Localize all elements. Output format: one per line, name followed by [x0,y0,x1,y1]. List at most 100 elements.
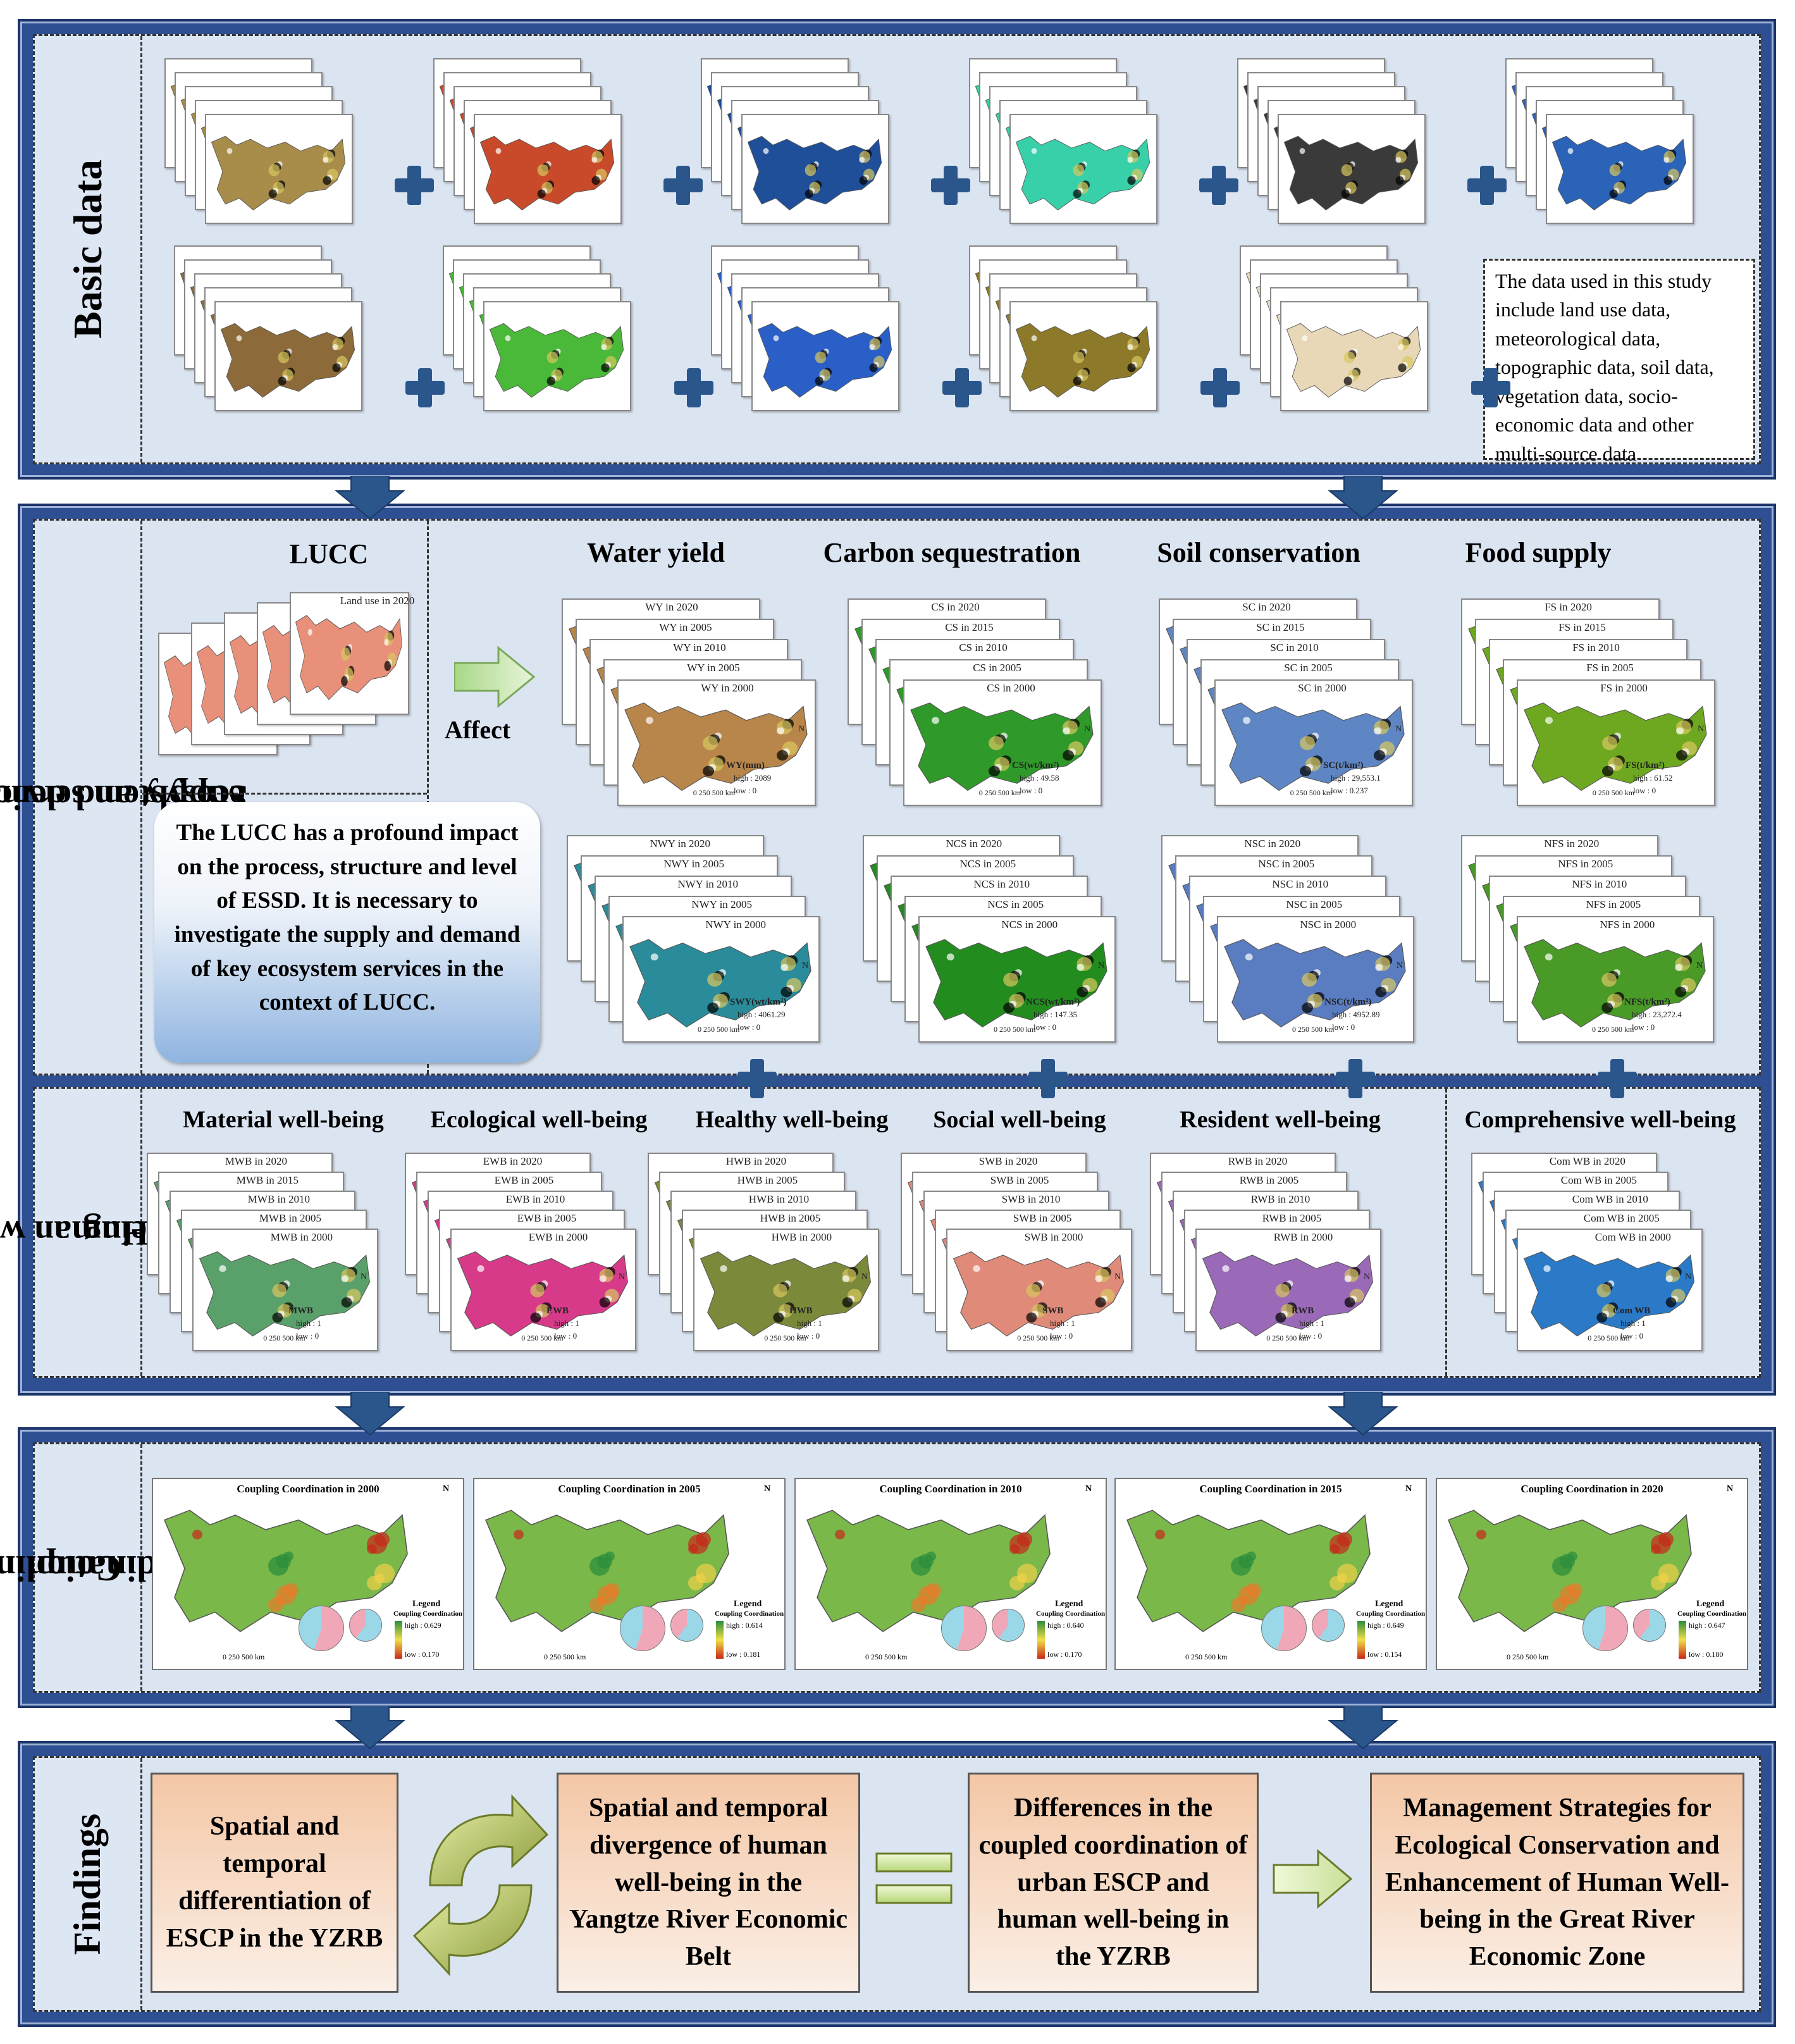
demand-1-map-label: NWY in 2010 [677,878,739,890]
demand-4-legend-title: NFS(t/km²) [1624,997,1670,1007]
supply-2-map-label: CS in 2010 [959,641,1008,653]
wellbeing-1-north-arrow-icon: N [361,1272,367,1282]
supply-1-map-label: WY in 2005 [659,621,712,633]
wellbeing-label: Human well-being [0,1089,166,1376]
affect-arrow [454,645,536,709]
pie-chart-icon [299,1606,344,1651]
wellbeing-1-map-label: MWB in 2015 [236,1174,299,1186]
wellbeing-5-scale-bar: 0 250 500 km [1266,1334,1309,1342]
wellbeing-header-2: Ecological well-being [430,1106,648,1133]
findings-label: Findings [35,1758,142,2010]
wellbeing-4-map-label: SWB in 2005 [990,1174,1049,1186]
wellbeing-2-map-label: EWB in 2020 [483,1155,543,1167]
coupling-scale-bar: 0 250 500 km [1507,1652,1549,1661]
affect-label: Affect [444,715,511,744]
wellbeing-2-legend-low: low : 0 [554,1331,577,1341]
plus-icon [392,163,436,207]
demand-3-map-label: NSC in 2005 [1258,858,1315,870]
service-header-4: Food supply [1465,537,1612,568]
wellbeing-4-scale-bar: 0 250 500 km [1017,1334,1059,1342]
wellbeing-6-map-label: Com WB in 2005 [1560,1174,1637,1186]
wellbeing-6-map-label: Com WB in 2000 [1595,1231,1671,1243]
coupling-legend-low: low : 0.181 [726,1650,761,1659]
right-arrow-icon [1273,1849,1353,1909]
wellbeing-4-legend-low: low : 0 [1050,1331,1073,1341]
supply-1-legend-high: high : 2089 [734,773,772,783]
supply-3-map-card: SC in 2000 SC(t/km²) high : 29,553.1 low : … [1214,679,1413,806]
demand-1-legend-high: high : 4061.29 [737,1010,786,1019]
demand-2-legend-high: high : 147.35 [1033,1010,1077,1019]
coupling-legend-ramp [1037,1621,1045,1659]
coupling-scale-bar: 0 250 500 km [223,1652,265,1661]
wellbeing-3-map-label: HWB in 2000 [771,1231,832,1243]
coupling-label: Couplingcoordination [0,1444,226,1691]
demand-3-legend-high: high : 4952.89 [1332,1010,1380,1019]
coupling-legend-high: high : 0.649 [1367,1621,1404,1630]
wellbeing-6-scale-bar: 0 250 500 km [1588,1334,1630,1342]
demand-1-legend-title: SWY(wt/km²) [730,997,787,1007]
service-header-2: Carbon sequestration [823,537,1081,568]
down-arrow-icon-2 [1328,476,1398,520]
plus-icon [403,366,447,410]
wellbeing-6-north-arrow-icon: N [1685,1272,1692,1282]
wellbeing-4-map-shape [953,1251,1124,1337]
basic-row2-1-map-shape [220,323,355,398]
wellbeing-3-legend-low: low : 0 [797,1331,820,1341]
north-arrow-icon: N [1727,1484,1734,1494]
supply-3-scale-bar: 0 250 500 km [1290,788,1333,797]
demand-2-map-shape [925,939,1107,1028]
basic-row2-5-map-card [1280,301,1428,411]
wellbeing-6-map-label: Com WB in 2020 [1549,1155,1625,1167]
wellbeing-2-north-arrow-icon: N [619,1272,626,1282]
wellbeing-4-legend-high: high : 1 [1050,1318,1075,1328]
demand-1-map-label: NWY in 2005 [691,898,753,910]
coupling-legend-title: Legend [1375,1599,1403,1609]
supply-3-map-label: SC in 2000 [1298,682,1347,694]
demand-3-map-label: NSC in 2005 [1286,898,1343,910]
coupling-legend-high: high : 0.614 [726,1621,763,1630]
wellbeing-3-legend-title: HWB [789,1306,813,1316]
supply-3-north-arrow-icon: N [1395,724,1402,734]
coupling-legend-title: Legend [1696,1599,1725,1609]
finding-wellbeing-divergence: Spatial and temporal divergence of human… [557,1773,860,1993]
wellbeing-header-4: Social well-being [933,1106,1106,1133]
wellbeing-3-scale-bar: 0 250 500 km [764,1334,806,1342]
coupling-scale-bar: 0 250 500 km [865,1652,908,1661]
coupling-map-title: Coupling Coordination in 2005 [558,1483,701,1495]
demand-4-north-arrow-icon: N [1696,960,1703,970]
wellbeing-5-legend-title: RWB [1292,1306,1314,1316]
demand-2-map-card: NCS in 2000 NCS(wt/km²) high : 147.35 low :… [918,916,1116,1043]
coupling-scale-bar: 0 250 500 km [544,1652,586,1661]
supply-2-map-label: CS in 2020 [931,601,980,613]
coupling-map-shape [484,1509,729,1632]
pie-chart-icon [1633,1609,1666,1642]
cycle-arrows-icon [412,1794,549,1976]
basic-row1-4-map-card [1009,114,1157,224]
coupling-legend-title: Legend [412,1599,441,1609]
demand-3-map-card: NSC in 2000 NSC(t/km²) high : 4952.89 low :… [1217,916,1414,1043]
wellbeing-2-legend-high: high : 1 [554,1318,579,1328]
basic-row1-6-map-shape [1551,135,1687,211]
supply-4-legend-title: FS(t/km²) [1625,760,1665,771]
supply-2-scale-bar: 0 250 500 km [978,788,1021,797]
finding-escp-differentiation: Spatial and temporal differentiation of … [151,1773,398,1993]
wellbeing-3-map-shape [700,1251,871,1337]
wellbeing-6-legend-low: low : 0 [1620,1331,1644,1341]
supply-1-scale-bar: 0 250 500 km [693,788,736,797]
coupling-map-title: Coupling Coordination in 2020 [1521,1483,1663,1495]
supply-4-map-label: FS in 2015 [1558,621,1606,633]
basic-row2-2-map-card [483,301,631,411]
coupling-map-shape [163,1509,408,1632]
demand-4-map-label: NFS in 2005 [1586,898,1641,910]
supply-1-map-label: WY in 2005 [687,662,740,674]
demand-4-scale-bar: 0 250 500 km [1592,1025,1634,1034]
wellbeing-header-3: Healthy well-being [695,1106,889,1133]
basic-row2-4-map-shape [1015,323,1150,398]
wellbeing-1-map-label: MWB in 2000 [270,1231,333,1243]
supply-2-legend-title: CS(wt/km²) [1012,760,1059,771]
wellbeing-5-legend-high: high : 1 [1299,1318,1324,1328]
